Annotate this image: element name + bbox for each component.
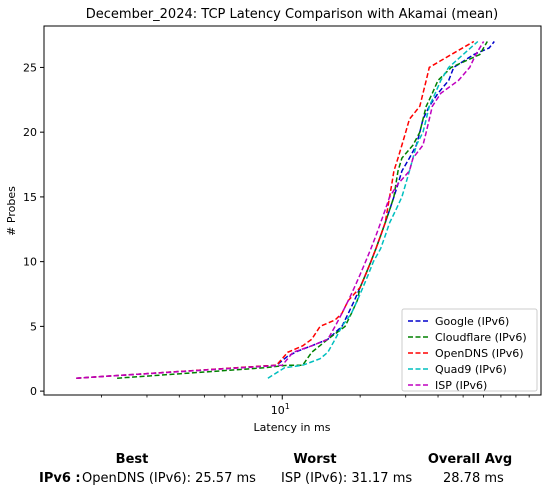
overall-avg-header: Overall Avg xyxy=(427,452,513,467)
y-tick-label-2: 10 xyxy=(23,256,37,269)
worst-header: Worst xyxy=(293,452,337,467)
chart-title: December_2024: TCP Latency Comparison wi… xyxy=(86,7,498,22)
axes-frame xyxy=(43,25,542,396)
best-value: OpenDNS (IPv6): 25.57 ms xyxy=(82,471,256,486)
legend-label-1: Cloudflare (IPv6) xyxy=(435,331,527,344)
best-header: Best xyxy=(115,452,149,467)
plot-area: 0 5 10 15 20 25 101 xyxy=(23,25,542,417)
y-tick-label-5: 25 xyxy=(23,61,37,74)
series-line-4 xyxy=(76,41,485,379)
y-tick-label-0: 0 xyxy=(30,385,37,398)
x-tick-label-0: 101 xyxy=(271,402,290,417)
y-tick-label-1: 5 xyxy=(30,320,37,333)
legend-label-4: ISP (IPv6) xyxy=(435,379,487,392)
ipv6-row-label: IPv6 : xyxy=(39,471,81,486)
legend-label-3: Quad9 (IPv6) xyxy=(435,363,507,376)
y-axis-label: # Probes xyxy=(5,186,18,236)
legend-box xyxy=(401,308,538,392)
series-line-2 xyxy=(76,40,475,379)
overall-avg-value: 28.78 ms xyxy=(443,471,504,486)
x-axis-label: Latency in ms xyxy=(254,421,331,434)
latency-chart: December_2024: TCP Latency Comparison wi… xyxy=(5,7,542,434)
series-line-1 xyxy=(117,41,488,379)
series-line-3 xyxy=(267,40,479,379)
y-tick-label-4: 20 xyxy=(23,126,37,139)
legend-label-2: OpenDNS (IPv6) xyxy=(435,347,524,360)
y-tick-label-3: 15 xyxy=(23,191,37,204)
summary-table: Best Worst Overall Avg IPv6 : OpenDNS (I… xyxy=(0,446,548,496)
legend-label-0: Google (IPv6) xyxy=(435,315,509,328)
worst-value: ISP (IPv6): 31.17 ms xyxy=(281,471,413,486)
legend: Google (IPv6) Cloudflare (IPv6) OpenDNS (I… xyxy=(401,308,538,392)
